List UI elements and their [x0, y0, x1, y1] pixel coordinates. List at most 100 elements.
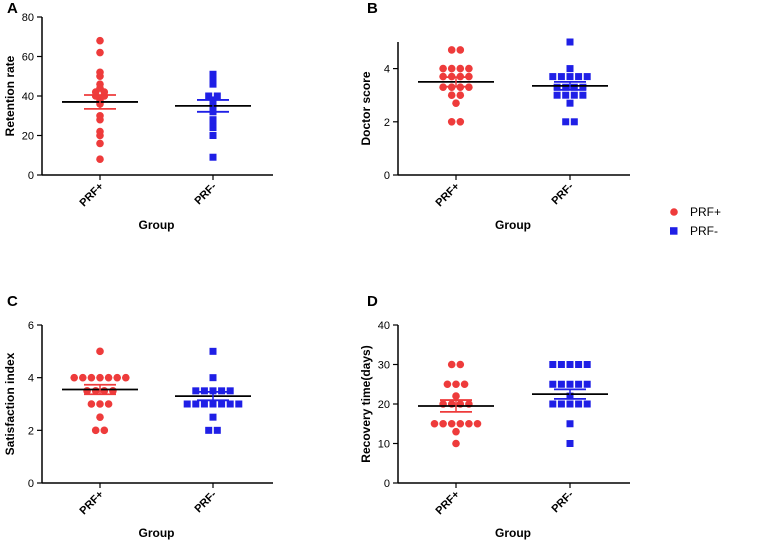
data-point-prf-minus — [566, 99, 574, 107]
data-point-prf-plus — [447, 91, 456, 99]
y-tick-label: 6 — [28, 320, 34, 332]
y-tick-label: 2 — [384, 117, 390, 129]
data-point-prf-minus — [583, 400, 591, 408]
data-point-prf-minus — [205, 92, 213, 100]
y-tick-label: 40 — [22, 91, 34, 103]
data-point-prf-plus — [96, 373, 104, 382]
data-point-prf-minus — [583, 361, 591, 368]
data-point-prf-minus — [209, 116, 217, 124]
data-point-prf-minus — [200, 400, 208, 408]
data-point-prf-plus — [447, 46, 456, 54]
data-point-prf-plus — [96, 48, 104, 57]
data-point-prf-minus — [575, 380, 583, 388]
y-tick-label: 20 — [22, 131, 34, 143]
data-point-prf-minus — [549, 73, 557, 81]
panel-label: C — [7, 293, 18, 310]
data-point-prf-plus — [104, 373, 113, 382]
legend: PRF+ PRF- — [670, 205, 721, 238]
data-point-prf-minus — [566, 420, 574, 428]
data-point-prf-plus — [452, 427, 460, 436]
data-point-prf-minus — [557, 380, 565, 388]
data-point-prf-minus — [226, 400, 234, 408]
x-axis-title: Group — [139, 526, 175, 540]
data-point-prf-plus — [96, 80, 104, 88]
data-point-prf-plus — [452, 99, 460, 107]
data-point-prf-minus — [213, 426, 221, 434]
data-point-prf-plus — [456, 419, 465, 428]
data-point-prf-minus — [579, 91, 587, 99]
category-label: PRF+ — [78, 181, 107, 210]
panel-label: A — [7, 0, 18, 17]
data-point-prf-plus — [113, 373, 121, 382]
y-axis-title: Recovery time(days) — [359, 345, 373, 462]
x-axis-title: Group — [139, 218, 175, 232]
data-point-prf-plus — [96, 36, 104, 45]
data-point-prf-plus — [447, 419, 456, 428]
y-tick-label: 0 — [384, 478, 390, 490]
panel-c: C 0 2 4 6 Satisfaction index PRF+ PRF- Group — [3, 293, 273, 540]
data-point-prf-plus — [100, 426, 109, 435]
data-point-prf-minus — [557, 400, 565, 408]
data-point-prf-plus — [443, 380, 452, 389]
data-point-prf-minus — [549, 400, 557, 408]
data-point-prf-plus — [122, 373, 130, 382]
data-point-prf-plus — [91, 426, 100, 435]
y-tick-label: 80 — [22, 12, 34, 24]
data-point-prf-plus — [87, 400, 96, 408]
data-point-prf-minus — [226, 387, 234, 395]
data-point-prf-minus — [235, 400, 243, 408]
data-point-prf-minus — [218, 387, 226, 395]
data-point-prf-minus — [209, 387, 217, 395]
data-point-prf-plus — [452, 439, 460, 448]
data-point-prf-minus — [205, 426, 213, 434]
data-point-prf-minus — [566, 380, 574, 388]
y-tick-label: 30 — [378, 360, 390, 372]
category-label: PRF+ — [434, 489, 463, 518]
category-label: PRF- — [549, 488, 576, 515]
y-tick-label: 60 — [22, 52, 34, 64]
data-point-prf-minus — [209, 413, 217, 421]
y-axis-title: Doctor score — [359, 71, 373, 145]
data-point-prf-plus — [447, 64, 456, 73]
data-point-prf-plus — [104, 400, 113, 408]
data-point-prf-plus — [96, 139, 104, 148]
data-point-prf-minus — [562, 83, 570, 91]
data-point-prf-minus — [562, 91, 570, 99]
data-point-prf-minus — [566, 65, 574, 73]
data-point-prf-minus — [570, 83, 578, 91]
data-point-prf-minus — [566, 440, 574, 447]
data-point-prf-minus — [553, 91, 561, 99]
data-point-prf-minus — [209, 120, 217, 128]
data-point-prf-plus — [456, 64, 465, 73]
data-point-prf-plus — [465, 419, 473, 428]
data-point-prf-plus — [447, 118, 456, 126]
data-point-prf-minus — [209, 400, 217, 408]
data-point-prf-minus — [209, 153, 217, 161]
data-point-prf-minus — [218, 400, 226, 408]
y-tick-label: 0 — [28, 170, 34, 182]
panel-a: A 0 20 40 60 80 Retention rate PRF+ PRF- Group — [3, 0, 273, 232]
data-point-prf-minus — [566, 73, 574, 81]
panel-label: D — [367, 293, 378, 310]
y-tick-label: 20 — [378, 399, 390, 411]
data-point-prf-plus — [96, 413, 104, 421]
data-point-prf-minus — [200, 387, 208, 395]
legend-marker-prf-minus — [670, 227, 678, 235]
data-point-prf-minus — [209, 70, 217, 78]
data-point-prf-plus — [96, 400, 104, 408]
y-tick-label: 0 — [384, 170, 390, 182]
data-point-prf-minus — [575, 361, 583, 368]
data-point-prf-plus — [439, 419, 447, 428]
legend-label: PRF+ — [690, 205, 721, 219]
category-label: PRF- — [192, 488, 219, 515]
data-point-prf-plus — [460, 380, 469, 389]
data-point-prf-minus — [192, 400, 200, 408]
y-axis-title: Satisfaction index — [3, 352, 17, 455]
data-point-prf-minus — [192, 387, 200, 395]
data-point-prf-plus — [456, 118, 465, 126]
legend-marker-prf-plus — [670, 208, 678, 216]
y-tick-label: 2 — [28, 425, 34, 437]
data-point-prf-minus — [575, 400, 583, 408]
legend-label: PRF- — [690, 224, 718, 238]
